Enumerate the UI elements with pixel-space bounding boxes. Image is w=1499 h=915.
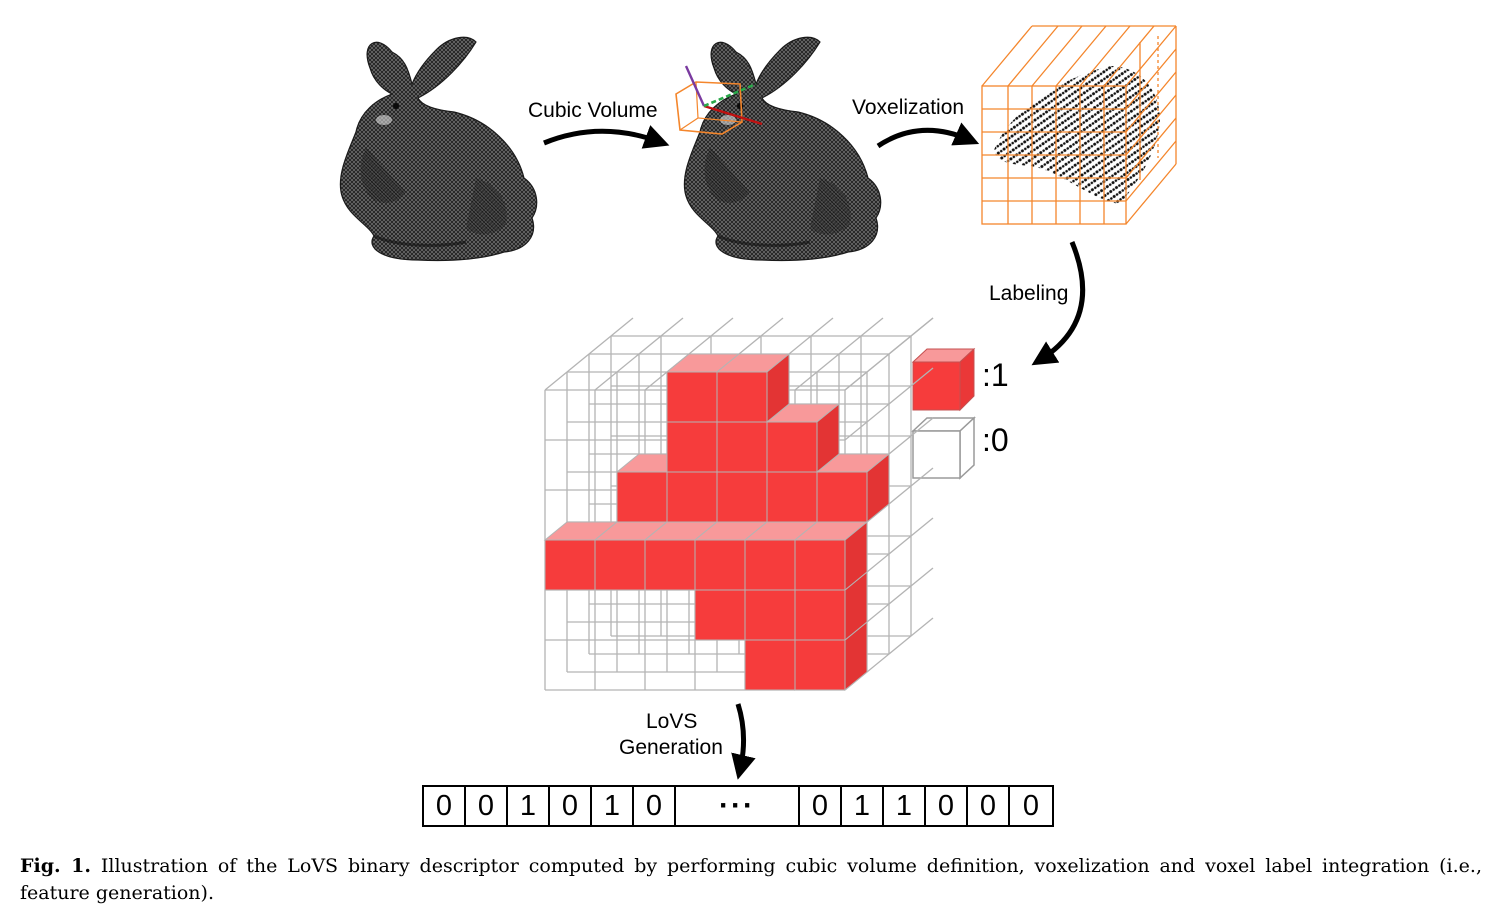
grid-line [544,317,634,391]
voxel-front-face [666,471,718,523]
voxel-front-face [666,421,718,473]
descriptor-bit: 1 [842,787,884,825]
voxel-front-face [744,539,796,591]
descriptor-bit: 0 [926,787,968,825]
descriptor-ellipsis: ··· [676,787,800,825]
voxel-front-face [816,471,868,523]
descriptor-bit: 0 [550,787,592,825]
voxel-front-face [694,589,746,641]
pipeline-diagram [338,25,1177,780]
legend-cube-one [911,347,976,412]
descriptor-bit: 1 [884,787,926,825]
descriptor-bit: 1 [592,787,634,825]
voxel-front-face [744,639,796,691]
grid-line [844,317,934,391]
voxel-front-face [744,589,796,641]
voxel-front-face [794,589,846,641]
bunny-mesh-with-volume [682,35,883,263]
arrow-labeling [1031,241,1086,366]
arrow-cubic-volume [543,125,670,149]
voxel-grid [981,25,1177,225]
voxel-front-face [666,371,718,423]
bunny-mesh-original [338,35,539,263]
voxel-front-face [716,421,768,473]
caption-text: Illustration of the LoVS binary descript… [20,855,1482,904]
grid-line [794,317,884,391]
labeled-voxel-cube [543,317,934,692]
voxel-front-face [716,371,768,423]
voxel-front-face [644,539,696,591]
grid-line [844,367,934,441]
voxel-front-face [694,539,746,591]
arrow-voxelization [876,122,980,149]
descriptor-bit: 0 [634,787,676,825]
voxel-front-face [794,539,846,591]
descriptor-bit: 0 [800,787,842,825]
label-lovs-line1: LoVS [646,710,698,733]
voxel-front-face [616,471,668,523]
binary-descriptor: 0 0 1 0 1 0 ··· 0 1 1 0 0 0 [422,785,1054,827]
voxel-front-face [766,471,818,523]
figure-caption: Fig. 1. Illustration of the LoVS binary … [20,853,1482,907]
voxel-front-face [594,539,646,591]
cubic-volume-frame [675,65,763,135]
descriptor-bit: 0 [968,787,1010,825]
voxel-front-face [716,471,768,523]
voxel-front-face [544,539,596,591]
label-lovs-line2: Generation [619,736,723,759]
label-labeling: Labeling [989,282,1069,305]
legend-label-one: :1 [982,357,1009,393]
descriptor-bit: 0 [424,787,466,825]
legend-label-zero: :0 [982,422,1009,458]
voxel-front-face [794,639,846,691]
descriptor-bit: 1 [508,787,550,825]
arrow-lovs-generation [731,703,756,780]
grid-line [594,317,684,391]
caption-label: Fig. 1. [20,855,91,877]
voxel-front-face [766,421,818,473]
label-cubic-volume: Cubic Volume [528,99,658,122]
descriptor-bit: 0 [466,787,508,825]
descriptor-bit: 0 [1022,789,1040,822]
label-voxelization: Voxelization [852,96,965,119]
